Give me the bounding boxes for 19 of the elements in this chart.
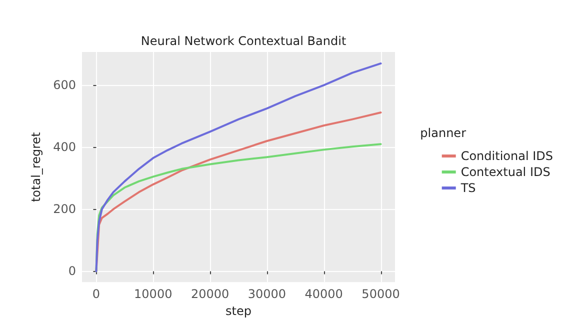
y-tick-label: 200	[53, 202, 76, 216]
legend-label: TS	[460, 181, 476, 195]
x-tick-label: 20000	[190, 287, 230, 302]
x-tick-label: 0	[92, 287, 100, 302]
legend-title: planner	[420, 126, 466, 140]
y-tick-label: 400	[53, 140, 76, 154]
y-tick-label: 0	[68, 264, 76, 278]
x-tick-label: 30000	[248, 287, 286, 302]
legend-label: Conditional IDS	[460, 149, 554, 163]
y-axis-title: total_regret	[29, 132, 44, 202]
y-tick-label: 600	[53, 78, 76, 92]
legend-label: Contextual IDS	[460, 165, 550, 179]
x-axis-title: step	[226, 304, 252, 318]
line-series	[95, 62, 382, 272]
x-tick-label: 40000	[304, 287, 343, 302]
line-series	[95, 111, 382, 272]
chart-title: Neural Network Contextual Bandit	[140, 34, 346, 48]
x-tick-label: 50000	[362, 287, 400, 302]
x-tick-label: 10000	[134, 287, 172, 302]
